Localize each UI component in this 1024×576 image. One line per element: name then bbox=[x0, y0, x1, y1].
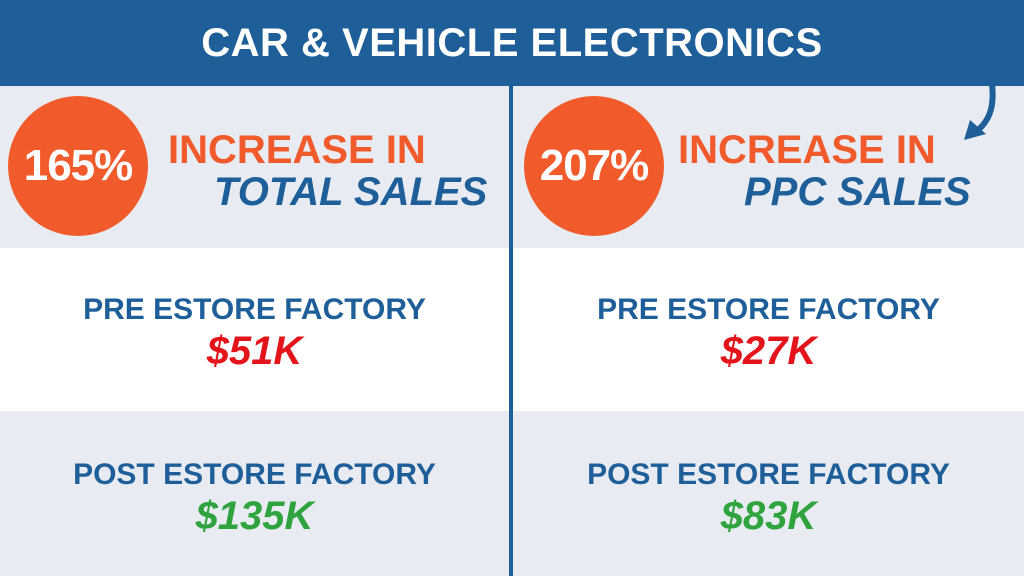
left-increase-label: INCREASE IN bbox=[168, 128, 426, 172]
right-post-label: POST ESTORE FACTORY bbox=[587, 458, 950, 491]
right-pre-label: PRE ESTORE FACTORY bbox=[597, 293, 940, 326]
left-pre-value: $51K bbox=[206, 329, 303, 373]
right-metric-label: PPC SALES bbox=[744, 170, 971, 214]
right-post-value: $83K bbox=[720, 494, 817, 538]
left-post-value: $135K bbox=[195, 494, 314, 538]
left-pre-cell: PRE ESTORE FACTORY $51K bbox=[0, 293, 509, 374]
page-title: CAR & VEHICLE ELECTRONICS bbox=[201, 20, 823, 65]
column-divider bbox=[509, 86, 513, 576]
right-post-cell: POST ESTORE FACTORY $83K bbox=[513, 458, 1024, 539]
left-pre-label: PRE ESTORE FACTORY bbox=[83, 293, 426, 326]
total-sales-percent-badge: 165% bbox=[8, 96, 148, 236]
right-pre-value: $27K bbox=[720, 329, 817, 373]
header-banner: CAR & VEHICLE ELECTRONICS bbox=[0, 0, 1024, 86]
ppc-sales-percent-badge: 207% bbox=[524, 96, 664, 236]
right-increase-label: INCREASE IN bbox=[678, 128, 936, 172]
left-post-cell: POST ESTORE FACTORY $135K bbox=[0, 458, 509, 539]
right-pre-cell: PRE ESTORE FACTORY $27K bbox=[513, 293, 1024, 374]
curved-arrow-icon bbox=[964, 82, 996, 140]
left-post-label: POST ESTORE FACTORY bbox=[73, 458, 436, 491]
left-metric-label: TOTAL SALES bbox=[214, 170, 488, 214]
